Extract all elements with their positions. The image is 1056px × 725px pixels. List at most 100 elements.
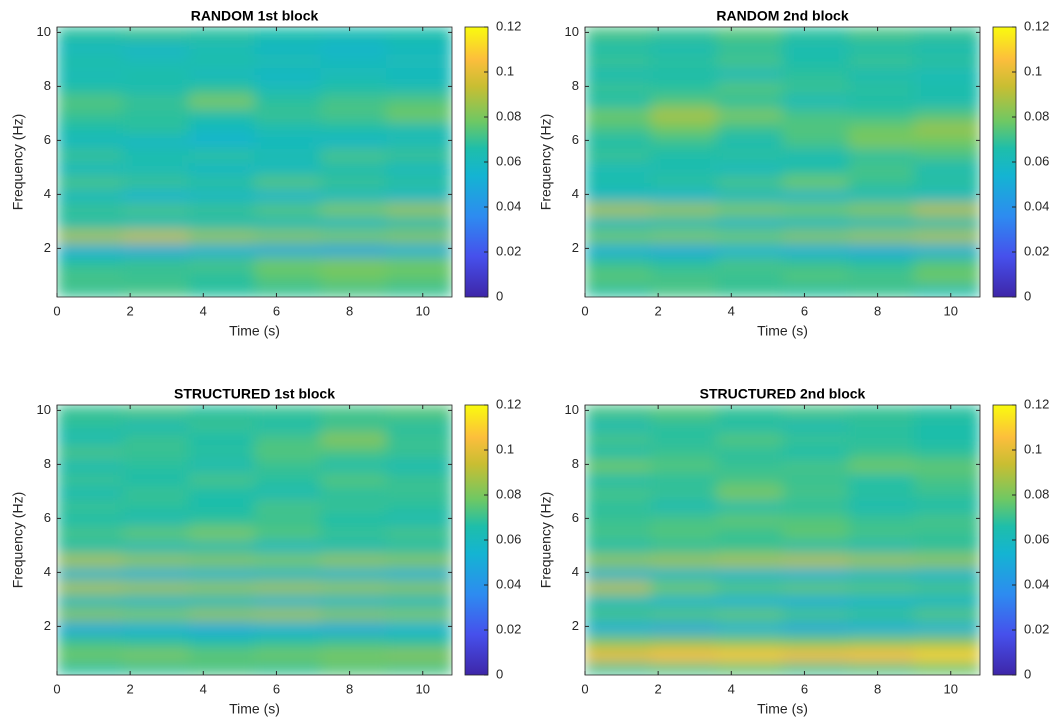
heatmap-cell <box>254 67 321 82</box>
heatmap-cell <box>122 499 190 514</box>
heatmap-cell <box>254 189 321 203</box>
heatmap-cell <box>782 175 849 190</box>
heatmap-cell <box>320 432 387 446</box>
heatmap-cell <box>585 189 652 203</box>
heatmap-cell <box>650 405 718 419</box>
heatmap-cell <box>320 40 387 55</box>
heatmap-cell <box>914 175 980 190</box>
y-tick-label: 4 <box>44 564 51 579</box>
heatmap-cell <box>848 189 915 203</box>
heatmap-cell <box>188 445 255 460</box>
heatmap-cell <box>585 270 652 284</box>
colorbar-tick-label: 0.02 <box>496 243 521 258</box>
heatmap-cell <box>57 270 124 284</box>
heatmap-cell <box>188 283 255 297</box>
colorbar-tick-label: 0 <box>1024 288 1031 303</box>
heatmap-cell <box>188 54 255 68</box>
heatmap-cell <box>188 432 255 446</box>
heatmap-cell <box>848 607 915 622</box>
heatmap-cell <box>650 526 718 541</box>
heatmap-cell <box>914 27 980 41</box>
heatmap-cell <box>122 607 190 622</box>
heatmap-cell <box>122 270 190 284</box>
heatmap-cell <box>585 540 652 554</box>
colorbar-tick-label: 0 <box>496 288 503 303</box>
heatmap-cell <box>650 175 718 190</box>
heatmap-cell <box>782 621 849 635</box>
heatmap-cell <box>585 135 652 149</box>
heatmap-cell <box>782 553 849 568</box>
heatmap-cell <box>585 513 652 527</box>
heatmap-cell <box>848 202 915 217</box>
heatmap-cell <box>57 567 124 581</box>
heatmap-cell <box>782 283 849 297</box>
heatmap-cell <box>650 513 718 527</box>
heatmap-cell <box>57 418 124 433</box>
heatmap-cell <box>848 162 915 176</box>
heatmap-cell <box>782 499 849 514</box>
heatmap-cell <box>848 459 915 473</box>
colorbar-tick-label: 0.08 <box>1024 486 1049 501</box>
heatmap-cell <box>716 67 783 82</box>
axes-box <box>56 26 453 298</box>
heatmap-cell <box>650 607 718 622</box>
heatmap-cell <box>585 405 652 419</box>
heatmap-cell <box>188 634 255 649</box>
heatmap-cell <box>585 418 652 433</box>
heatmap-cell <box>650 445 718 460</box>
colorbar-tick-label: 0.08 <box>496 486 521 501</box>
heatmap-cell <box>122 121 190 136</box>
heatmap-cell <box>122 459 190 473</box>
heatmap-cell <box>585 67 652 82</box>
heatmap-cell <box>320 243 387 257</box>
y-tick-label: 8 <box>572 456 579 471</box>
heatmap-cell <box>254 121 321 136</box>
heatmap-cell <box>848 499 915 514</box>
heatmap-cell <box>122 229 190 244</box>
heatmap-cell <box>320 202 387 217</box>
heatmap-cell <box>57 648 124 662</box>
heatmap-cell <box>585 40 652 55</box>
heatmap-cell <box>716 283 783 297</box>
heatmap-cell <box>716 229 783 244</box>
heatmap-cell <box>320 621 387 635</box>
heatmap-cell <box>188 621 255 635</box>
y-axis-label: Frequency (Hz) <box>538 114 554 210</box>
heatmap-cell <box>848 661 915 675</box>
heatmap-cell <box>320 256 387 271</box>
heatmap-cell <box>386 661 452 675</box>
heatmap-cell <box>585 472 652 487</box>
heatmap-cell <box>585 202 652 217</box>
heatmap-cell <box>188 67 255 82</box>
heatmap-cell <box>188 459 255 473</box>
heatmap-cell <box>188 94 255 109</box>
heatmap-cell <box>650 594 718 608</box>
colorbar-tick-label: 0.1 <box>496 63 514 78</box>
heatmap-cell <box>848 445 915 460</box>
heatmap-cell <box>386 621 452 635</box>
heatmap-cell <box>716 445 783 460</box>
heatmap-cell <box>122 513 190 527</box>
colorbar-tick-label: 0.04 <box>496 198 521 213</box>
heatmap-cell <box>782 418 849 433</box>
x-tick-label: 4 <box>728 303 735 318</box>
heatmap-cell <box>188 607 255 622</box>
heatmap-cell <box>650 418 718 433</box>
heatmap-cell <box>57 229 124 244</box>
heatmap-cells <box>57 27 452 297</box>
heatmap-cell <box>650 148 718 163</box>
heatmap-cell <box>782 580 849 595</box>
colorbar-tick-label: 0.04 <box>1024 198 1049 213</box>
heatmap-cell <box>386 121 452 136</box>
heatmap-cell <box>57 216 124 230</box>
heatmap-cell <box>716 661 783 675</box>
heatmap-cell <box>585 432 652 446</box>
heatmap-cell <box>386 243 452 257</box>
heatmap-cell <box>914 486 980 500</box>
heatmap-cell <box>650 553 718 568</box>
y-tick-label: 4 <box>44 186 51 201</box>
heatmap-cell <box>122 526 190 541</box>
heatmap-cell <box>650 121 718 136</box>
heatmap-cell <box>188 162 255 176</box>
y-tick-label: 4 <box>572 186 579 201</box>
